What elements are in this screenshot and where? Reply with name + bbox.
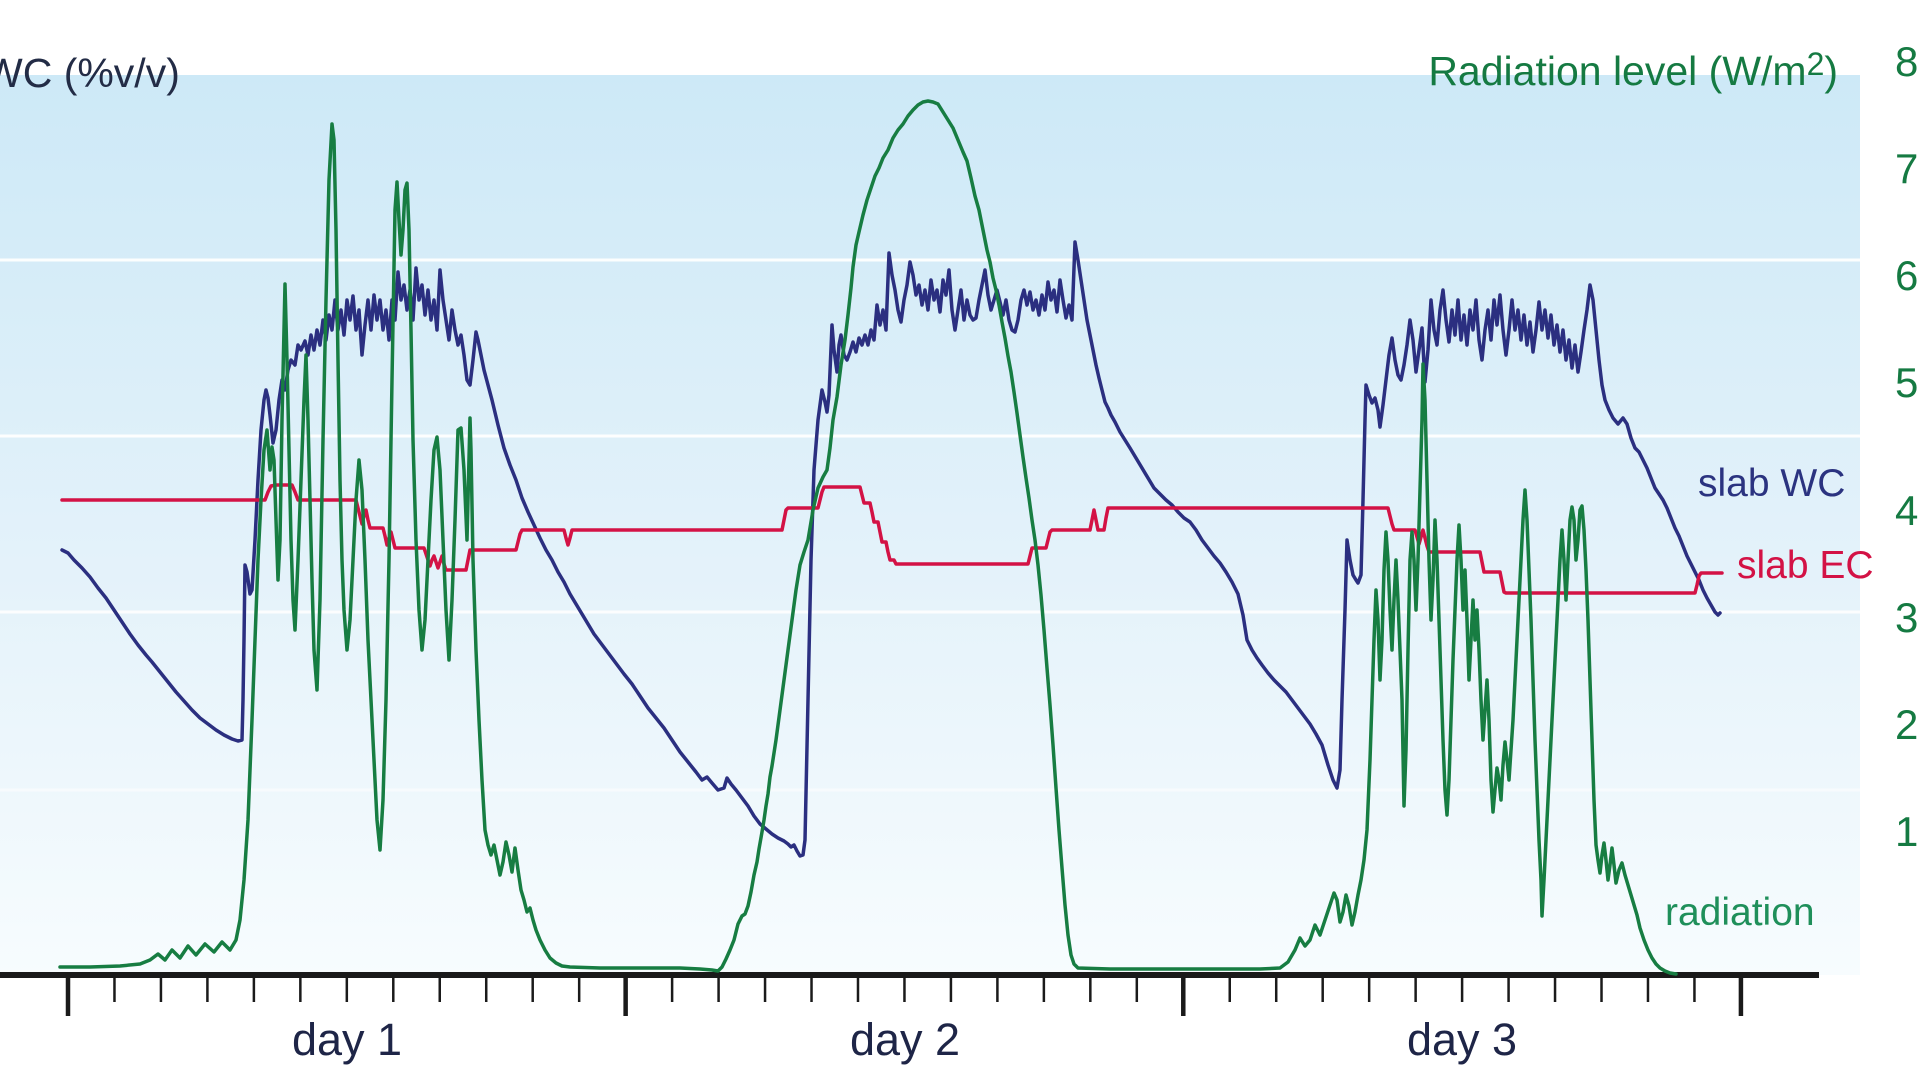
x-axis-label-day-2: day 2 bbox=[849, 1014, 961, 1065]
right-axis-tick-label-4: 4 bbox=[1895, 487, 1919, 534]
right-axis-title: Radiation level (W/m2) bbox=[1428, 45, 1838, 95]
series-line-radiation bbox=[58, 99, 1678, 976]
x-axis-label-day-1: day 1 bbox=[291, 1014, 403, 1065]
series-label-slab-WC: slab WC bbox=[1698, 462, 1846, 505]
right-axis-tick-label-6: 6 bbox=[1895, 252, 1919, 299]
right-axis-title-close: ) bbox=[1824, 48, 1838, 94]
x-axis-line bbox=[0, 972, 1819, 978]
series-label-slab-EC: slab EC bbox=[1737, 544, 1874, 587]
right-axis-tick-label-7: 7 bbox=[1895, 145, 1919, 192]
right-axis-tick-label-3: 3 bbox=[1895, 594, 1919, 641]
right-axis-tick-label-8: 8 bbox=[1895, 38, 1919, 85]
right-axis-tick-label-1: 1 bbox=[1895, 808, 1919, 855]
left-axis-title: WC (%v/v) bbox=[0, 50, 180, 96]
right-axis-title-text: Radiation level (W/m bbox=[1428, 48, 1807, 94]
series-line-slab-WC bbox=[60, 240, 1722, 858]
series-label-radiation: radiation bbox=[1665, 891, 1815, 934]
x-axis-label-day-3: day 3 bbox=[1406, 1014, 1518, 1065]
right-axis-tick-label-2: 2 bbox=[1895, 701, 1919, 748]
right-axis-title-superscript: 2 bbox=[1806, 45, 1825, 82]
right-axis-tick-label-5: 5 bbox=[1895, 359, 1919, 406]
